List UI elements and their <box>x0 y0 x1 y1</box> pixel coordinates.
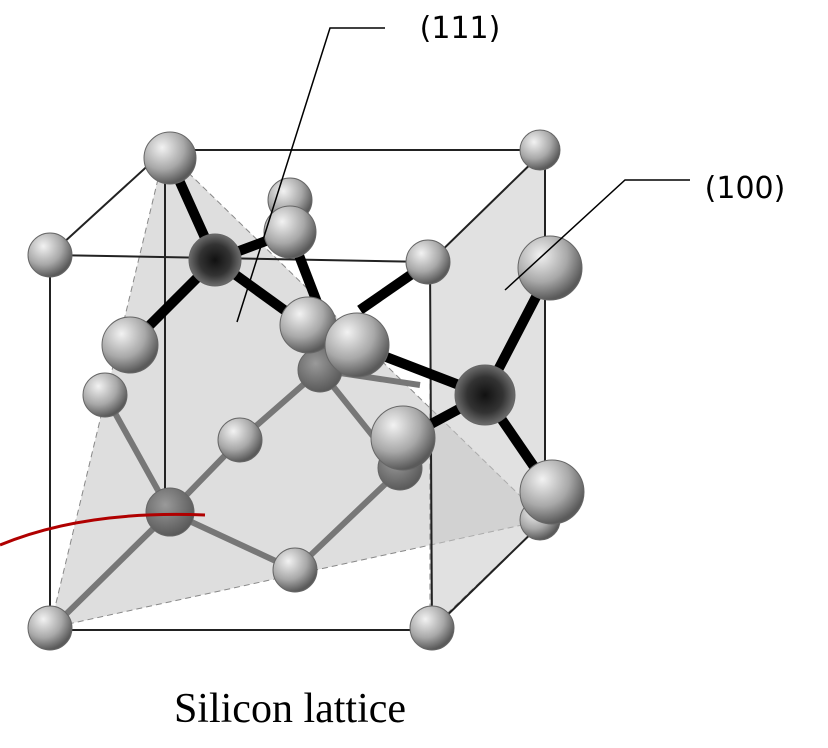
lattice <box>0 28 690 650</box>
label-100: (100) <box>705 171 786 206</box>
caption: Silicon lattice <box>174 686 406 732</box>
silicon-lattice-diagram: (111) (100) Silicon lattice <box>0 0 828 748</box>
label-111: (111) <box>420 11 501 46</box>
